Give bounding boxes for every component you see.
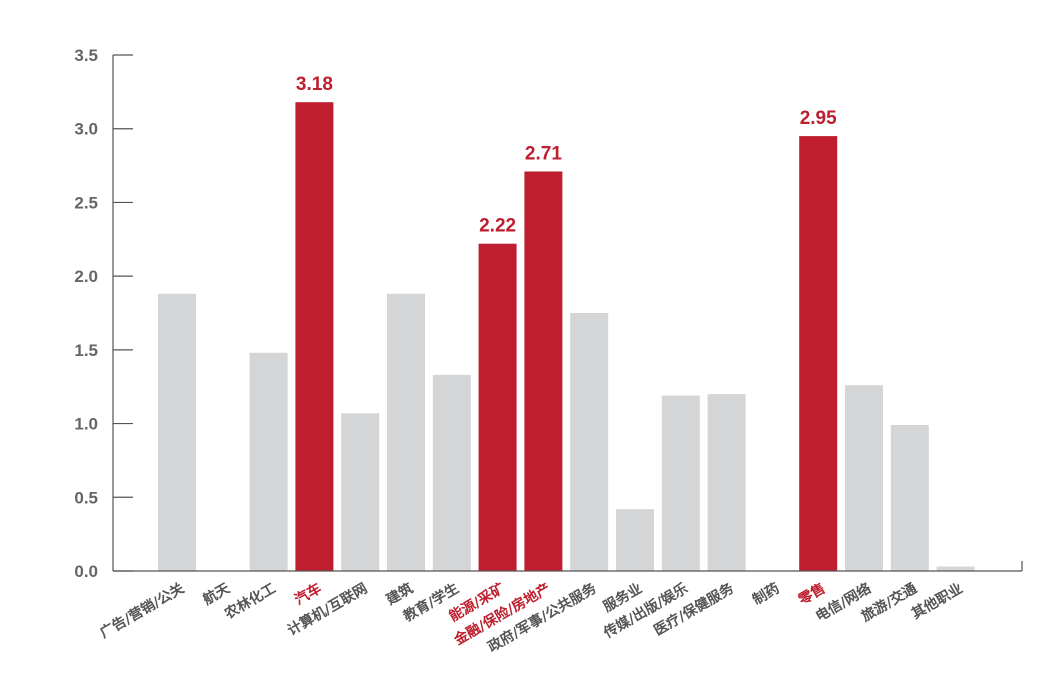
bar (341, 413, 380, 571)
bar (524, 171, 563, 571)
data-label: 3.18 (296, 74, 333, 95)
category-label: 农林化工 (221, 580, 279, 623)
bar (249, 352, 288, 571)
y-tick-label: 0.0 (74, 562, 98, 581)
category-label: 其他职业 (909, 580, 966, 623)
bars (158, 102, 975, 571)
category-label: 制药 (750, 580, 783, 609)
y-tick-label: 1.0 (74, 415, 98, 434)
y-tick-label: 3.0 (74, 120, 98, 139)
bar (387, 293, 425, 571)
data-label: 2.22 (479, 216, 516, 237)
bar (845, 385, 883, 571)
y-tick-label: 0.5 (74, 488, 98, 507)
bar (432, 374, 471, 571)
bar (799, 136, 838, 571)
y-axis: 0.0 0.5 1.0 1.5 2.0 2.5 3.0 3.5 (74, 46, 133, 581)
bar (616, 509, 654, 571)
bar (295, 102, 334, 571)
bar (158, 293, 196, 571)
bar (661, 395, 700, 571)
y-tick-label: 1.5 (74, 341, 98, 360)
bar (890, 425, 929, 571)
bar (478, 243, 517, 571)
category-label: 计算机/互联网 (285, 580, 371, 639)
bar (707, 394, 746, 571)
y-tick-label: 3.5 (74, 46, 98, 65)
bar (936, 566, 975, 571)
value-labels: 3.18 2.22 2.71 2.95 (296, 74, 837, 237)
category-label: 广告/营销/公关 (97, 580, 187, 642)
data-label: 2.95 (800, 108, 837, 129)
y-tick-label: 2.0 (74, 267, 98, 286)
data-label: 2.71 (525, 144, 562, 165)
bar (570, 313, 609, 571)
y-tick-label: 2.5 (74, 193, 98, 212)
x-axis (113, 561, 1023, 572)
